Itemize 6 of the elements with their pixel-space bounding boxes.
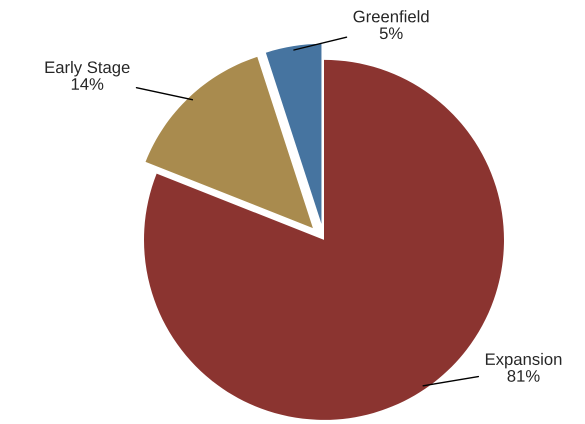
slice-label: Early Stage (46, 60, 130, 76)
data-label: 81% (508, 370, 540, 382)
data-label: 14% (72, 78, 104, 90)
data-label: 5% (380, 27, 403, 40)
slice-label: Greenfield (354, 10, 429, 22)
slice-label: Expansion (486, 352, 562, 368)
